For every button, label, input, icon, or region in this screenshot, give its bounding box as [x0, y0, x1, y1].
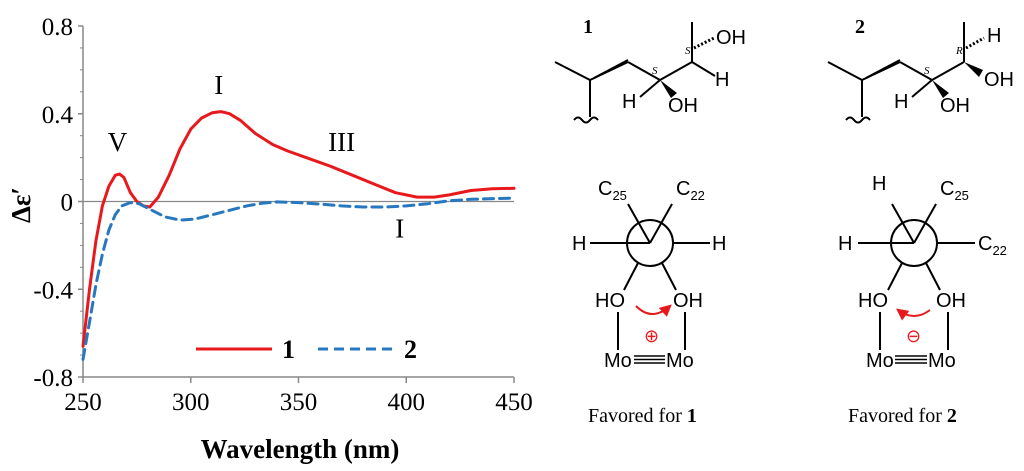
compound-2-number: 2	[855, 16, 865, 38]
newman-projection-2	[858, 203, 975, 364]
y-ticks: 0.8 0.4 0 -0.4 -0.8	[33, 14, 83, 392]
compound-1-h-left: H	[622, 91, 636, 113]
x-tick-label: 450	[495, 389, 533, 416]
compound-2-oh-bottom: OH	[940, 95, 970, 117]
newman-2-h-top: H	[872, 173, 886, 195]
newman-2-oh-right: OH	[936, 290, 966, 312]
newman-2-mo-left: Mo	[866, 350, 894, 372]
newman-2-h-left: H	[838, 233, 852, 255]
compound-1-stereo-left: S	[652, 65, 658, 77]
y-tick-label: 0.8	[42, 14, 73, 41]
compound-1-h-right: H	[715, 69, 729, 91]
newman-projection-1	[590, 203, 710, 364]
legend-label-1: 1	[282, 335, 295, 364]
compound-2-stereo-right: R	[955, 45, 963, 57]
y-tick-label: 0.4	[42, 102, 74, 129]
newman-2-oh-left: HO	[858, 290, 888, 312]
compound-2-h-top: H	[987, 25, 1001, 47]
structure-compound-2	[827, 22, 985, 124]
annotation-label: I	[395, 214, 404, 244]
chart-legend: 1 2	[196, 335, 417, 364]
annotation-label: I	[214, 70, 223, 100]
legend-label-2: 2	[404, 335, 417, 364]
compound-2-stereo-left: S	[924, 65, 930, 77]
compound-1-oh-bottom: OH	[668, 95, 698, 117]
newman-2-sign: ⊖	[906, 326, 921, 346]
newman-1-c25: C25	[598, 178, 627, 203]
newman-1-sign: ⊕	[644, 326, 659, 346]
newman-1-mo-right: Mo	[666, 350, 694, 372]
y-tick-label: -0.8	[33, 365, 73, 392]
series-line-2	[81, 196, 516, 361]
structure-compound-1	[554, 22, 716, 124]
newman-1-oh-right: OH	[673, 290, 703, 312]
annotation-label: V	[108, 127, 128, 157]
newman-1-caption: Favored for 1	[588, 405, 697, 427]
x-tick-label: 400	[388, 389, 426, 416]
y-axis-label: Δε′	[6, 187, 36, 223]
newman-1-h-left: H	[572, 233, 586, 255]
chart-series	[81, 110, 516, 361]
series-line-1	[81, 110, 516, 348]
x-axis-label: Wavelength (nm)	[201, 434, 400, 464]
newman-1-oh-left: HO	[595, 290, 625, 312]
x-ticks: 250 300 350 400 450	[64, 377, 533, 416]
y-tick-label: 0	[61, 190, 74, 217]
compound-1-oh-top: OH	[716, 27, 746, 49]
x-tick-label: 300	[172, 389, 210, 416]
compound-2-h-left: H	[894, 91, 908, 113]
annotation-label: III	[328, 127, 355, 157]
newman-2-mo-right: Mo	[928, 350, 956, 372]
compound-2-oh-right: OH	[984, 69, 1014, 91]
newman-2-c22: C22	[978, 233, 1007, 258]
compound-1-number: 1	[583, 16, 593, 38]
compound-1-stereo-right: S	[685, 45, 691, 57]
newman-2-c25: C25	[940, 178, 969, 203]
newman-1-c22: C22	[676, 178, 705, 203]
newman-1-h-right: H	[712, 233, 726, 255]
newman-1-mo-left: Mo	[604, 350, 632, 372]
x-tick-label: 350	[280, 389, 318, 416]
y-tick-label: -0.4	[33, 277, 73, 304]
newman-2-caption: Favored for 2	[848, 405, 957, 427]
x-tick-label: 250	[64, 389, 102, 416]
